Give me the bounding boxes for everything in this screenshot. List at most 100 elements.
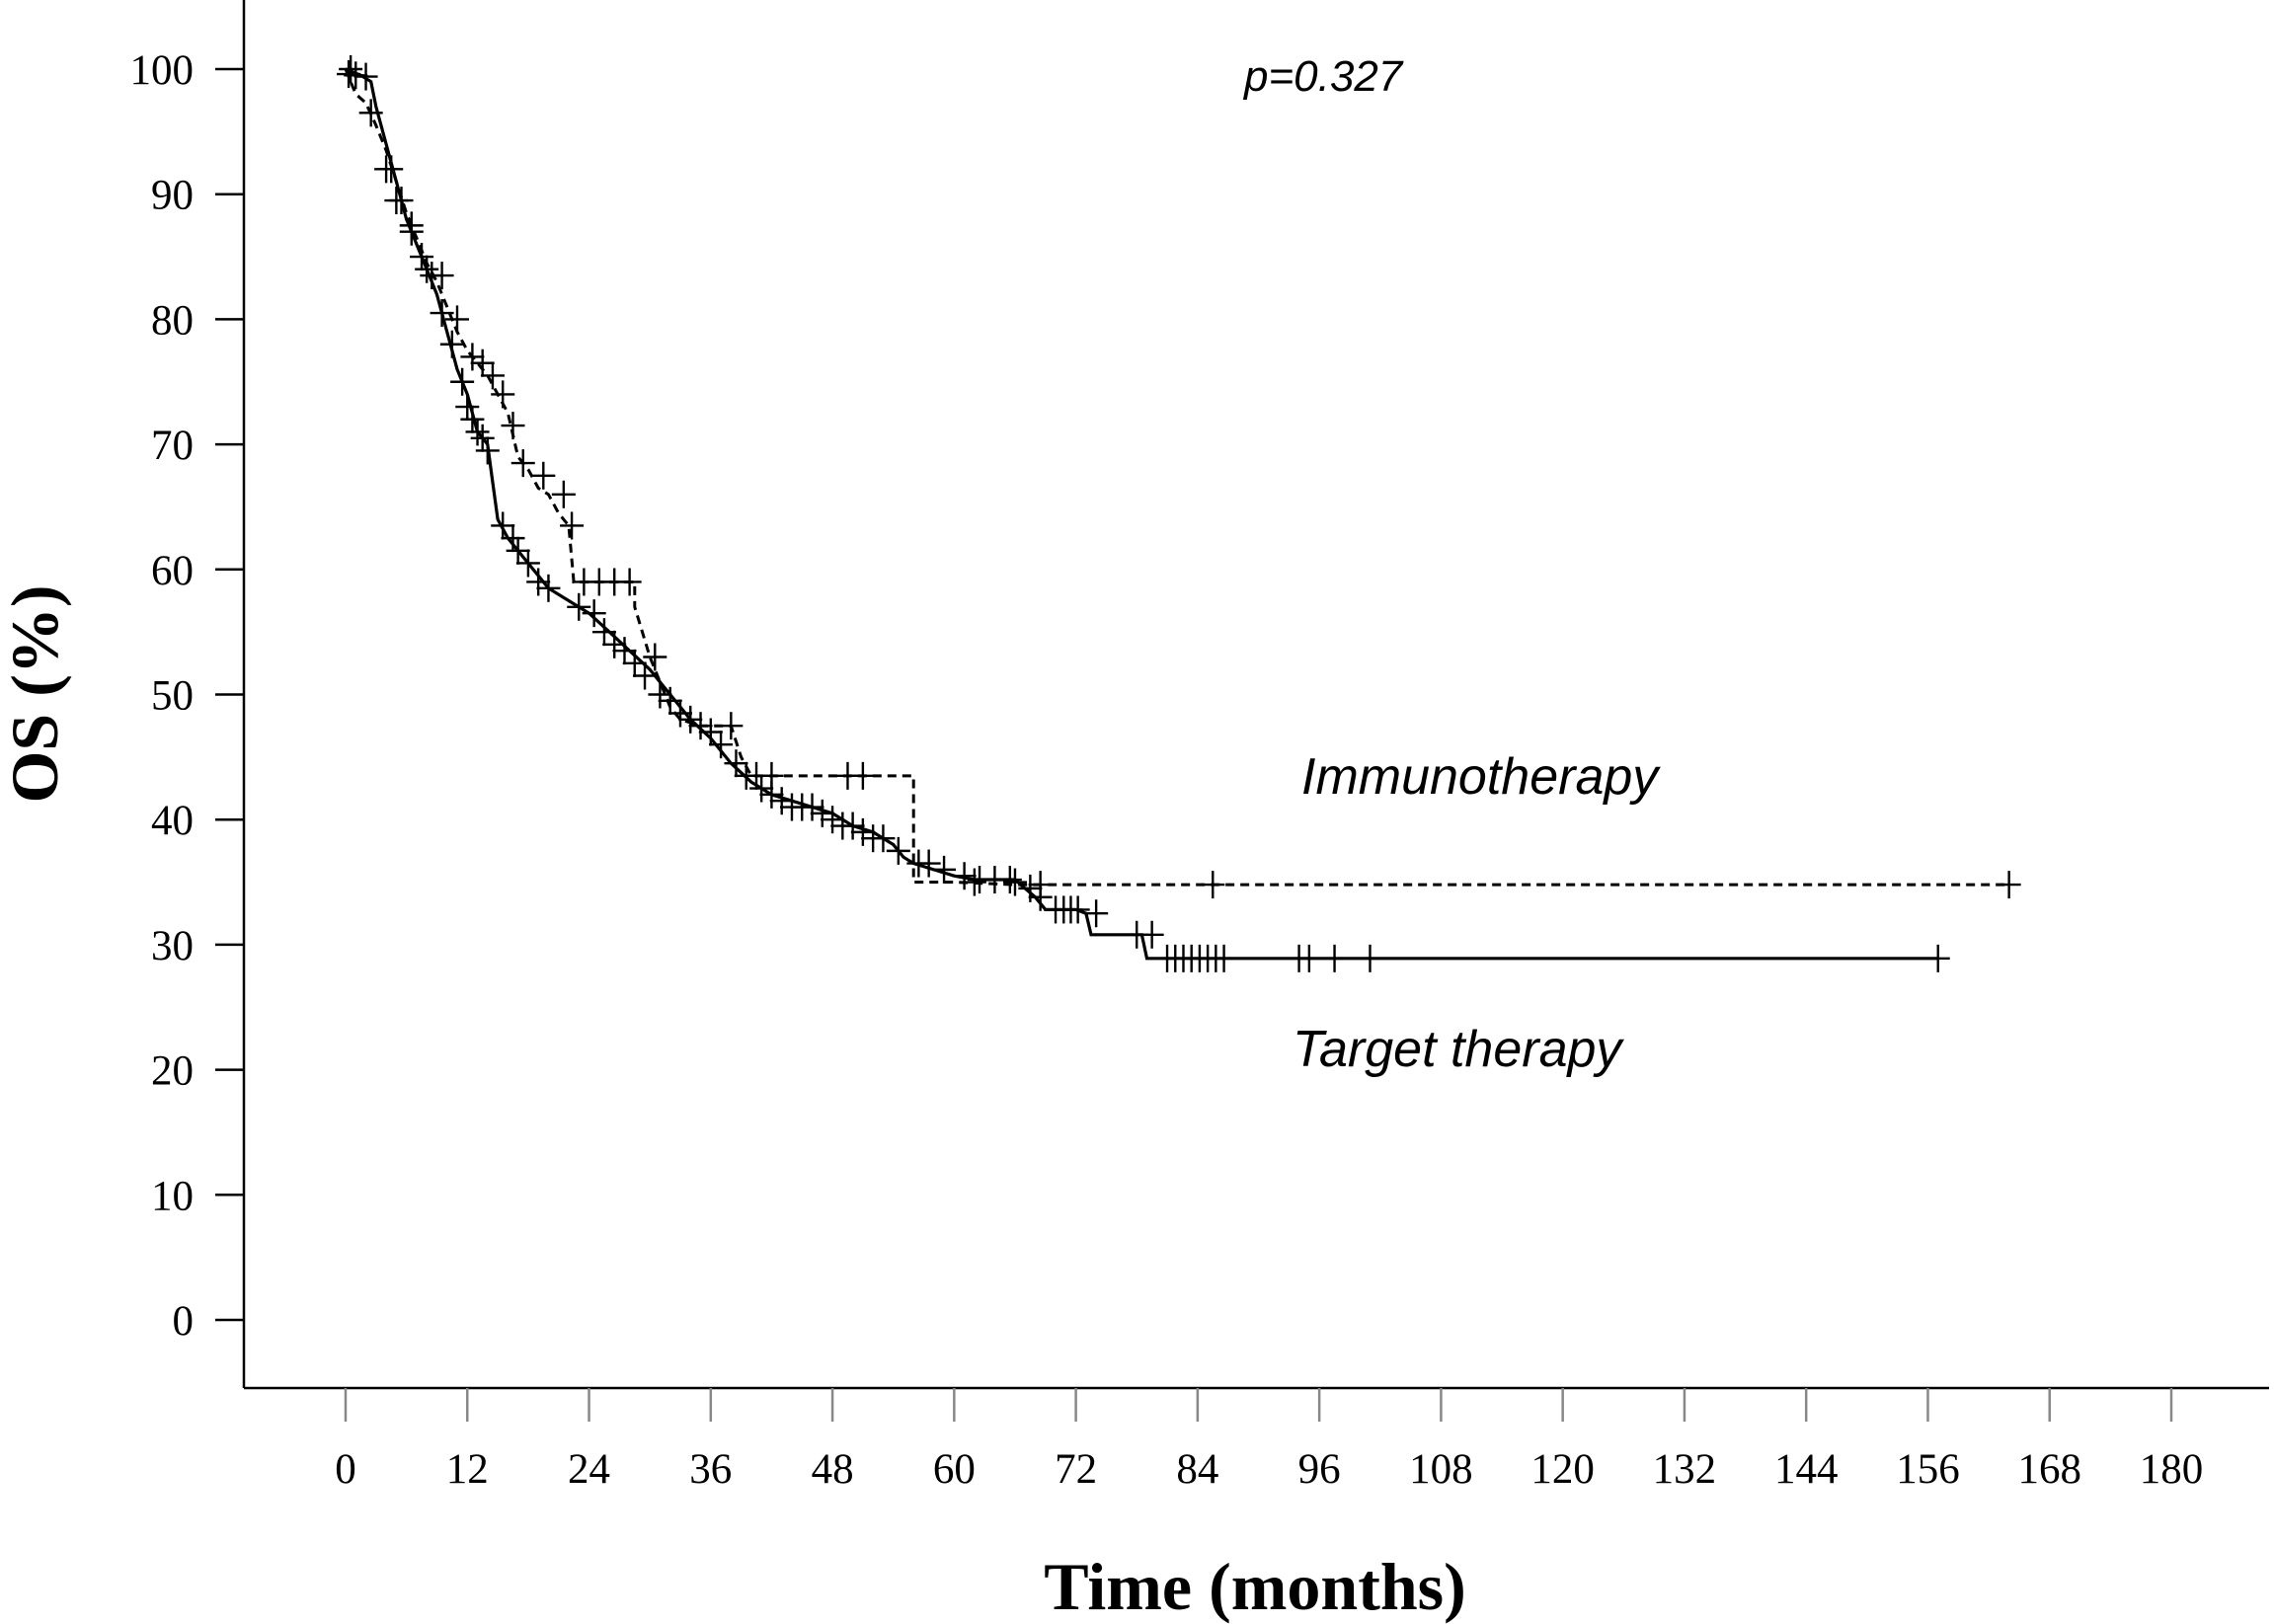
x-tick-label: 72 [1055, 1446, 1097, 1493]
censor-mark-immunotherapy [643, 643, 667, 671]
censor-mark-target-therapy [810, 799, 834, 827]
x-tick-label: 144 [1774, 1446, 1839, 1493]
censor-mark-target-therapy [450, 367, 475, 396]
censor-mark-target-therapy [658, 686, 682, 715]
censor-mark-target-therapy [916, 849, 941, 878]
censor-mark-target-therapy [460, 405, 485, 433]
x-tick-label: 84 [1176, 1446, 1218, 1493]
censor-mark-target-therapy [379, 155, 404, 184]
censor-mark-target-therapy [709, 731, 734, 759]
series-label-target-therapy: Target therapy [1293, 1021, 1624, 1078]
x-tick-label: 108 [1409, 1446, 1473, 1493]
censor-mark-target-therapy [749, 774, 774, 803]
censor-mark-target-therapy [724, 749, 748, 778]
censor-mark-target-therapy [648, 680, 672, 709]
y-tick-label: 0 [173, 1298, 195, 1345]
censor-mark-immunotherapy [962, 868, 986, 896]
censor-mark-target-therapy [667, 699, 692, 728]
censor-mark-target-therapy [430, 299, 454, 328]
censor-mark-immunotherapy [1002, 868, 1027, 896]
censor-mark-target-therapy [455, 393, 480, 422]
censor-mark-target-therapy [886, 836, 910, 865]
y-tick-label: 90 [151, 173, 194, 219]
series-layer [337, 55, 2021, 972]
censor-mark-target-therapy [1084, 899, 1109, 928]
censor-mark-target-therapy [591, 618, 616, 647]
censor-mark-target-therapy [1358, 944, 1382, 972]
y-axis-ticks: 0 10 20 30 40 50 60 70 80 90 100 [130, 47, 244, 1345]
censor-mark-target-therapy [536, 574, 561, 602]
censor-mark-target-therapy [1065, 895, 1090, 924]
censor-mark-target-therapy [501, 524, 525, 553]
y-tick-label: 30 [151, 923, 194, 969]
censor-mark-target-therapy [997, 866, 1022, 894]
censor-mark-target-therapy [353, 62, 378, 91]
censor-mark-target-therapy [470, 424, 495, 452]
y-tick-label: 40 [151, 798, 194, 844]
censor-mark-target-therapy [602, 630, 627, 658]
censor-mark-target-therapy [339, 55, 363, 83]
x-tick-label: 156 [1896, 1446, 1960, 1493]
censor-mark-immunotherapy [470, 348, 495, 377]
y-tick-label: 10 [151, 1173, 194, 1219]
series-line-target-therapy [345, 67, 1938, 961]
y-tick-label: 50 [151, 673, 194, 720]
censor-mark-target-therapy [871, 824, 896, 853]
censor-mark-target-therapy [932, 855, 957, 884]
censor-mark-target-therapy [344, 61, 368, 90]
x-axis-ticks: 0 12 24 36 48 60 72 84 96 108 120 132 144 156 168 180 [335, 1388, 2203, 1493]
censor-mark-immunotherapy [850, 761, 875, 790]
censor-mark-target-therapy [678, 705, 703, 734]
censor-mark-target-therapy [1925, 944, 1950, 972]
y-tick-label: 80 [151, 297, 194, 344]
censor-mark-target-therapy [465, 418, 490, 446]
censor-mark-target-therapy [850, 817, 875, 846]
censor-mark-target-therapy [633, 661, 658, 690]
x-tick-label: 0 [335, 1446, 356, 1493]
p-value-annotation: p=0.327 [1242, 52, 1404, 101]
x-tick-label: 180 [2140, 1446, 2204, 1493]
censor-mark-target-therapy [410, 243, 434, 271]
censor-mark-target-therapy [515, 549, 540, 578]
censor-mark-target-therapy [840, 812, 865, 840]
censor-mark-target-therapy [769, 787, 794, 815]
censor-mark-target-therapy [734, 761, 758, 790]
censor-mark-target-therapy [506, 536, 530, 565]
censor-mark-immunotherapy [551, 480, 576, 508]
x-tick-label: 36 [689, 1446, 732, 1493]
x-tick-label: 120 [1530, 1446, 1595, 1493]
censor-mark-immunotherapy [480, 361, 505, 390]
censor-mark-target-therapy [1212, 944, 1236, 972]
censor-mark-target-therapy [612, 637, 637, 665]
censor-mark-target-therapy [1139, 920, 1164, 949]
x-tick-label: 60 [933, 1446, 976, 1493]
censor-mark-target-therapy [389, 187, 414, 215]
censor-mark-target-therapy [1296, 944, 1321, 972]
censor-mark-immunotherapy [460, 343, 485, 371]
censor-mark-target-therapy [952, 862, 977, 890]
censor-mark-immunotherapy [510, 449, 535, 478]
y-tick-label: 100 [130, 47, 195, 94]
censor-mark-target-therapy [1322, 944, 1347, 972]
censor-mark-immunotherapy [491, 380, 515, 409]
y-tick-label: 60 [151, 548, 194, 594]
x-tick-label: 168 [2017, 1446, 2081, 1493]
x-tick-label: 48 [812, 1446, 854, 1493]
censor-mark-target-therapy [698, 718, 723, 746]
censor-mark-target-therapy [420, 262, 444, 290]
censor-mark-target-therapy [399, 211, 424, 240]
censor-mark-target-therapy [475, 436, 500, 465]
censor-mark-immunotherapy [617, 568, 642, 596]
censor-mark-target-therapy [759, 780, 784, 809]
censor-mark-target-therapy [622, 649, 647, 677]
censor-mark-target-therapy [800, 793, 824, 821]
censor-mark-target-therapy [491, 511, 515, 540]
censor-mark-target-therapy [688, 712, 713, 740]
censor-mark-immunotherapy [1997, 871, 2021, 899]
censor-mark-target-therapy [567, 592, 591, 621]
censor-mark-immunotherapy [444, 305, 469, 334]
series-line-immunotherapy [344, 68, 2009, 887]
x-tick-label: 132 [1653, 1446, 1717, 1493]
x-axis-title: Time (months) [1044, 1549, 1466, 1624]
